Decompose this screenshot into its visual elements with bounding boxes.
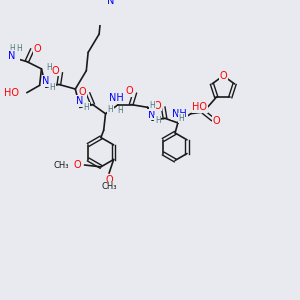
Text: O: O [73, 160, 81, 170]
Text: H: H [107, 105, 113, 114]
Text: NH: NH [109, 93, 124, 103]
Text: H: H [50, 83, 55, 92]
Text: O: O [212, 116, 220, 126]
Text: NH: NH [172, 109, 187, 119]
Text: H: H [9, 44, 15, 53]
Text: N: N [42, 76, 50, 86]
Text: CH₃: CH₃ [101, 182, 117, 191]
Text: CH₃: CH₃ [53, 160, 69, 169]
Text: N: N [107, 0, 115, 6]
Text: H: H [178, 114, 184, 123]
Text: H: H [83, 103, 89, 112]
Text: O: O [105, 175, 113, 184]
Text: N: N [8, 51, 16, 61]
Text: N: N [76, 96, 84, 106]
Text: H: H [117, 106, 123, 116]
Text: HO: HO [193, 102, 208, 112]
Text: O: O [79, 87, 86, 97]
Text: HO: HO [4, 88, 20, 98]
Text: H: H [16, 44, 22, 53]
Text: O: O [34, 44, 42, 54]
Text: O: O [51, 66, 59, 76]
Text: H: H [149, 101, 155, 110]
Text: H: H [155, 116, 161, 124]
Text: H: H [46, 63, 52, 72]
Text: O: O [220, 71, 227, 81]
Text: O: O [154, 100, 161, 110]
Text: N: N [148, 110, 155, 120]
Text: O: O [125, 86, 133, 96]
